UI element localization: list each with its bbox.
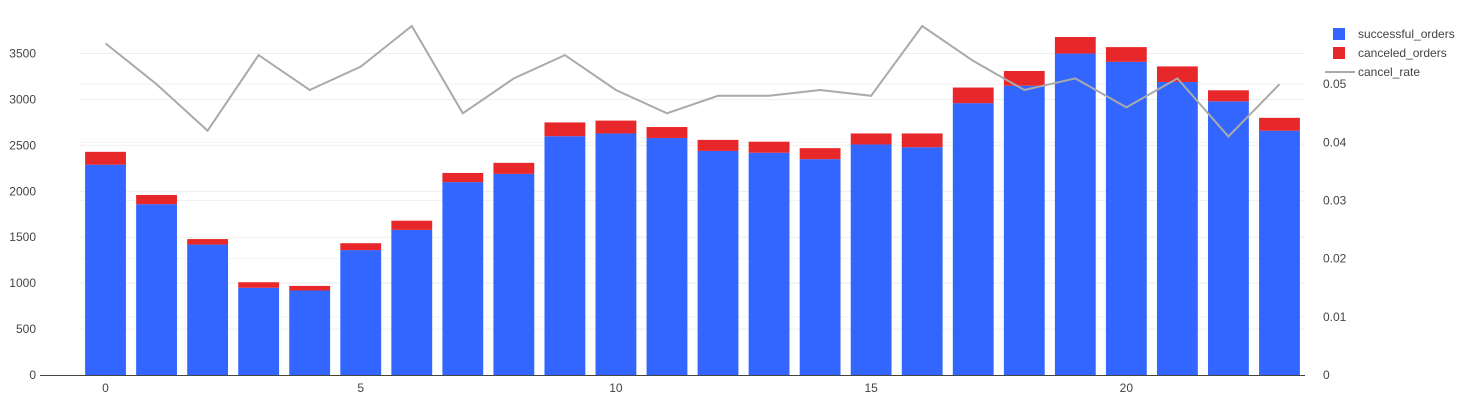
bar-canceled-orders[interactable] [1208, 90, 1249, 102]
bar-successful-orders[interactable] [697, 150, 739, 375]
y-left-tick-label: 1000 [9, 276, 36, 290]
bar-canceled-orders[interactable] [1259, 117, 1300, 131]
legend-label: canceled_orders [1358, 46, 1447, 60]
y-left-tick-label: 2500 [9, 138, 36, 152]
bar-successful-orders[interactable] [493, 173, 535, 375]
legend-item-cancel-rate[interactable]: cancel_rate [1325, 65, 1420, 79]
y-left-tick-label: 3500 [9, 47, 36, 61]
bar-canceled-orders[interactable] [646, 127, 688, 139]
bar-successful-orders[interactable] [289, 290, 331, 375]
grid-layer [80, 53, 1305, 330]
bar-canceled-orders[interactable] [697, 139, 739, 151]
bar-layer [85, 37, 1300, 376]
bar-successful-orders[interactable] [85, 164, 126, 375]
legend-label: cancel_rate [1358, 65, 1420, 79]
line-cancel-rate[interactable] [104, 24, 1281, 138]
bar-successful-orders[interactable] [1054, 53, 1096, 375]
legend-swatch [1333, 28, 1345, 40]
bar-successful-orders[interactable] [1105, 61, 1147, 375]
bar-canceled-orders[interactable] [799, 148, 841, 160]
bar-canceled-orders[interactable] [391, 220, 433, 230]
bar-successful-orders[interactable] [442, 182, 484, 375]
bar-canceled-orders[interactable] [901, 133, 943, 148]
x-tick-label: 0 [102, 381, 109, 395]
axis-layer: 0 5 10 15 20 0 500 1000 1500 2000 2500 3000 3500 0 0.0… [9, 47, 1346, 395]
legend-label: successful_orders [1358, 27, 1455, 41]
legend: successful_orders canceled_orders cancel_r… [1325, 27, 1455, 79]
y-left-tick-label: 3000 [9, 92, 36, 106]
x-tick-label: 20 [1120, 381, 1134, 395]
bar-canceled-orders[interactable] [136, 194, 177, 205]
bar-canceled-orders[interactable] [1105, 47, 1147, 62]
bar-canceled-orders[interactable] [1054, 37, 1096, 54]
bar-canceled-orders[interactable] [544, 122, 586, 137]
bar-canceled-orders[interactable] [748, 141, 790, 153]
bar-successful-orders[interactable] [238, 287, 280, 375]
y-right-tick-label: 0 [1323, 368, 1330, 382]
bar-canceled-orders[interactable] [85, 151, 126, 165]
x-tick-label: 15 [864, 381, 878, 395]
bar-successful-orders[interactable] [136, 204, 177, 375]
y-left-tick-label: 2000 [9, 184, 36, 198]
x-tick-label: 10 [609, 381, 623, 395]
bar-successful-orders[interactable] [1259, 130, 1300, 375]
bar-canceled-orders[interactable] [442, 172, 484, 183]
bar-canceled-orders[interactable] [238, 282, 280, 288]
bar-successful-orders[interactable] [799, 159, 841, 375]
y-right-tick-label: 0.03 [1323, 194, 1347, 208]
y-right-tick-label: 0.05 [1323, 77, 1347, 91]
y-left-tick-label: 0 [29, 368, 36, 382]
y-right-tick-label: 0.01 [1323, 310, 1347, 324]
bar-canceled-orders[interactable] [340, 243, 382, 251]
bar-successful-orders[interactable] [850, 144, 892, 375]
y-right-tick-label: 0.04 [1323, 135, 1347, 149]
bar-canceled-orders[interactable] [1156, 66, 1198, 83]
bar-canceled-orders[interactable] [850, 133, 892, 145]
x-tick-label: 5 [357, 381, 364, 395]
bar-successful-orders[interactable] [544, 136, 586, 375]
legend-item-successful-orders[interactable]: successful_orders [1333, 27, 1455, 41]
bar-successful-orders[interactable] [646, 138, 688, 375]
bar-successful-orders[interactable] [901, 147, 943, 375]
bar-canceled-orders[interactable] [1003, 71, 1045, 86]
legend-swatch [1333, 47, 1345, 59]
legend-item-canceled-orders[interactable]: canceled_orders [1333, 46, 1447, 60]
y-left-tick-label: 500 [16, 322, 36, 336]
bar-successful-orders[interactable] [187, 244, 229, 375]
bar-successful-orders[interactable] [391, 229, 433, 375]
y-right-tick-label: 0.02 [1323, 252, 1347, 266]
bar-successful-orders[interactable] [1003, 85, 1045, 376]
bar-canceled-orders[interactable] [595, 120, 637, 134]
bar-canceled-orders[interactable] [952, 87, 994, 104]
bar-successful-orders[interactable] [595, 133, 637, 375]
bar-successful-orders[interactable] [952, 103, 994, 375]
bar-successful-orders[interactable] [1208, 101, 1249, 376]
bar-canceled-orders[interactable] [493, 162, 535, 174]
bar-canceled-orders[interactable] [187, 239, 229, 245]
y-left-tick-label: 1500 [9, 230, 36, 244]
bar-canceled-orders[interactable] [289, 285, 331, 291]
line-layer [104, 24, 1281, 138]
bar-successful-orders[interactable] [748, 152, 790, 375]
bar-successful-orders[interactable] [340, 250, 382, 375]
bar-successful-orders[interactable] [1156, 82, 1198, 375]
